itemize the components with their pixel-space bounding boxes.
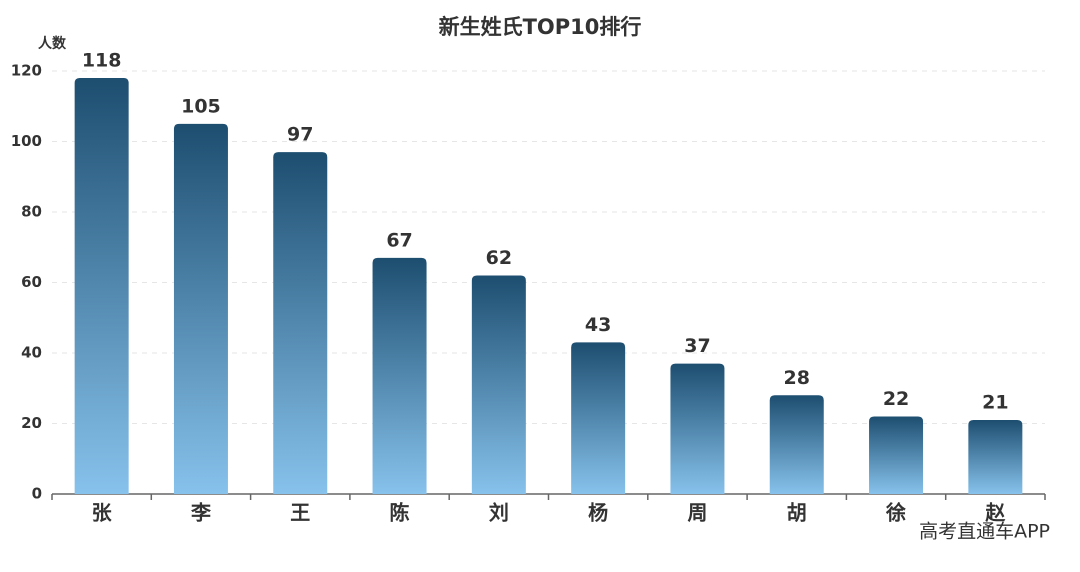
chart-title: 新生姓氏TOP10排行 bbox=[439, 15, 642, 39]
value-label: 62 bbox=[486, 247, 512, 269]
bar bbox=[74, 78, 129, 495]
x-tick-label: 胡 bbox=[787, 501, 807, 525]
value-label: 97 bbox=[287, 124, 313, 146]
value-label: 28 bbox=[784, 367, 810, 389]
value-label: 22 bbox=[883, 388, 909, 410]
bar bbox=[471, 275, 526, 494]
y-tick-label: 0 bbox=[32, 485, 42, 503]
value-label: 105 bbox=[181, 95, 221, 117]
bar bbox=[670, 363, 725, 494]
y-tick-label: 20 bbox=[21, 414, 42, 432]
value-label: 118 bbox=[82, 50, 122, 72]
x-tick-label: 徐 bbox=[885, 501, 906, 525]
watermark: 高考直通车APP bbox=[919, 521, 1050, 543]
bar bbox=[571, 342, 626, 494]
bar bbox=[869, 416, 924, 494]
bar bbox=[769, 395, 824, 494]
bar bbox=[968, 419, 1023, 494]
bar bbox=[173, 123, 228, 494]
value-label: 67 bbox=[386, 229, 412, 251]
x-tick-label: 刘 bbox=[489, 501, 509, 525]
x-tick-label: 李 bbox=[190, 501, 212, 525]
y-axis-label: 人数 bbox=[38, 35, 67, 52]
value-label: 37 bbox=[684, 335, 710, 357]
y-tick-label: 40 bbox=[21, 344, 42, 362]
value-label: 43 bbox=[585, 314, 611, 336]
x-tick-label: 杨 bbox=[588, 501, 608, 525]
y-tick-label: 100 bbox=[11, 132, 42, 150]
x-tick-label: 张 bbox=[92, 501, 113, 525]
y-tick-label: 120 bbox=[11, 62, 42, 80]
x-tick-label: 赵 bbox=[984, 501, 1006, 525]
y-tick-label: 60 bbox=[21, 273, 42, 291]
y-tick-label: 80 bbox=[21, 203, 42, 221]
value-label: 21 bbox=[982, 391, 1008, 413]
bar bbox=[273, 152, 328, 494]
x-tick-label: 王 bbox=[290, 501, 310, 525]
bar bbox=[372, 257, 427, 494]
x-tick-label: 周 bbox=[687, 501, 707, 525]
x-tick-label: 陈 bbox=[390, 501, 410, 525]
